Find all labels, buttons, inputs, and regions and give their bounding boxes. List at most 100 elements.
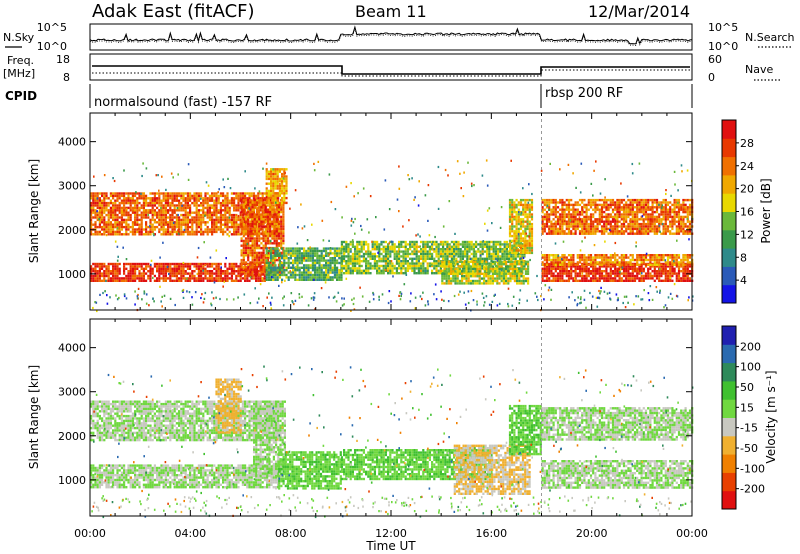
colorbar-tick-label: 20 [740, 183, 754, 196]
colorbar-segment [722, 266, 736, 286]
cpid-panel: CPID normalsound (fast) -157 RF rbsp 200… [5, 84, 693, 110]
colorbar-tick-label: 200 [740, 340, 761, 353]
colorbar-tick-label: 15 [740, 401, 754, 414]
colorbar-tick-label: 4 [740, 274, 747, 287]
velocity-colorbar-label: Velocity [m s⁻¹] [764, 370, 778, 463]
power-echo-region [541, 198, 694, 235]
nsky-panel: N.Sky 10^5 10^0 10^5 10^0 N.Search [3, 21, 795, 53]
colorbar-segment [722, 344, 736, 364]
colorbar-segment [722, 490, 736, 510]
nsky-label: N.Sky [3, 31, 35, 44]
velocity-echo-region [215, 378, 242, 434]
power-colorbar-label: Power [dB] [759, 178, 773, 243]
colorbar-segment [722, 326, 736, 345]
colorbar-tick-label: 50 [740, 381, 754, 394]
power-ylabel: Slant Range [km] [27, 159, 41, 263]
x-tick-label: 12:00 [375, 527, 407, 540]
freq-tick-bottom: 8 [63, 71, 70, 84]
colorbar-tick-label: 16 [740, 206, 754, 219]
y-tick-label: 3000 [58, 386, 86, 399]
x-tick-label: 00:00 [74, 527, 106, 540]
nave-tick-top: 60 [708, 53, 722, 66]
x-tick-label: 20:00 [576, 527, 608, 540]
y-tick-label: 2000 [58, 430, 86, 443]
nsky-tick-bottom: 10^0 [37, 40, 67, 53]
velocity-echo-region [453, 444, 531, 495]
y-tick-label: 1000 [58, 474, 86, 487]
colorbar-segment [722, 138, 736, 158]
power-data [90, 113, 694, 313]
nsky-trace [89, 25, 693, 45]
power-echo-region [265, 168, 288, 205]
power-sparse-echoes [92, 159, 694, 313]
beam-label: Beam 11 [355, 2, 427, 21]
y-tick-label: 2000 [58, 224, 86, 237]
colorbar-segment [722, 229, 736, 249]
y-tick-label: 4000 [58, 136, 86, 149]
nsearch-tick-bottom: 10^0 [708, 40, 738, 53]
colorbar-segment [722, 362, 736, 382]
nave-trace [92, 69, 690, 77]
colorbar-tick-label: -100 [740, 462, 765, 475]
colorbar-segment [722, 174, 736, 194]
nave-tick-bottom: 0 [708, 71, 715, 84]
colorbar-segment [722, 472, 736, 492]
power-echo-region [265, 247, 343, 281]
freq-trace [92, 65, 690, 75]
colorbar-segment [722, 211, 736, 231]
nsky-tick-top: 10^5 [37, 21, 67, 34]
power-echo-region [90, 262, 266, 282]
nave-label: Nave [745, 63, 773, 76]
colorbar-segment [722, 380, 736, 400]
freq-unit-label: [MHz] [3, 67, 35, 80]
radar-title: Adak East (fitACF) [92, 1, 255, 22]
colorbar-tick-label: 24 [740, 160, 754, 173]
velocity-sparse-echoes [91, 365, 694, 519]
velocity-echo-region [541, 460, 694, 489]
cpid-mode-1: normalsound (fast) -157 RF [94, 95, 272, 110]
colorbar-segment [722, 248, 736, 267]
colorbar-tick-label: 100 [740, 361, 761, 374]
y-tick-label: 4000 [58, 342, 86, 355]
velocity-ylabel: Slant Range [km] [27, 365, 41, 469]
colorbar-segment [722, 120, 736, 139]
colorbar-tick-label: 12 [740, 228, 754, 241]
velocity-echo-region [253, 400, 286, 478]
colorbar-tick-label: -50 [740, 442, 758, 455]
freq-panel: Freq. [MHz] 18 8 60 0 Nave [3, 53, 780, 84]
colorbar-tick-label: 28 [740, 137, 754, 150]
power-echo-region [508, 198, 534, 255]
y-tick-label: 3000 [58, 180, 86, 193]
colorbar-tick-label: -15 [740, 422, 758, 435]
colorbar-segment [722, 399, 736, 418]
power-echo-region [441, 260, 530, 285]
cpid-mode-2: rbsp 200 RF [545, 86, 623, 101]
colorbar-tick-label: -200 [740, 483, 765, 496]
x-tick-label: 08:00 [275, 527, 307, 540]
velocity-panel: 1000 2000 3000 4000 Slant Range [km] 200 100… [27, 318, 778, 519]
colorbar-segment [722, 417, 736, 437]
x-tick-label: 00:00 [676, 527, 708, 540]
colorbar-segment [722, 454, 736, 473]
nsearch-tick-top: 10^5 [708, 21, 738, 34]
x-tick-label: 04:00 [174, 527, 206, 540]
x-tick-label: 16:00 [475, 527, 507, 540]
colorbar-tick-label: 8 [740, 251, 747, 264]
time-axis: 00:00 04:00 08:00 12:00 16:00 20:00 00:00 [74, 527, 708, 540]
nsearch-trace [89, 27, 693, 46]
freq-tick-top: 18 [56, 53, 70, 66]
y-tick-label: 1000 [58, 268, 86, 281]
power-panel: 1000 2000 3000 4000 Slant Range [km] 4 8 12 16… [27, 112, 773, 313]
time-axis-label: Time UT [365, 539, 416, 553]
nsearch-label: N.Search [745, 31, 795, 44]
colorbar-segment [722, 156, 736, 176]
cpid-label: CPID [5, 89, 37, 103]
power-colorbar: 4 8 12 16 20 24 28 [721, 119, 754, 304]
freq-label: Freq. [7, 54, 34, 67]
velocity-echo-region [541, 407, 694, 441]
colorbar-segment [722, 193, 736, 212]
colorbar-segment [722, 435, 736, 455]
velocity-data [90, 319, 694, 519]
velocity-colorbar: 200 100 50 15 -15 -50 -100 -200 [721, 325, 765, 510]
